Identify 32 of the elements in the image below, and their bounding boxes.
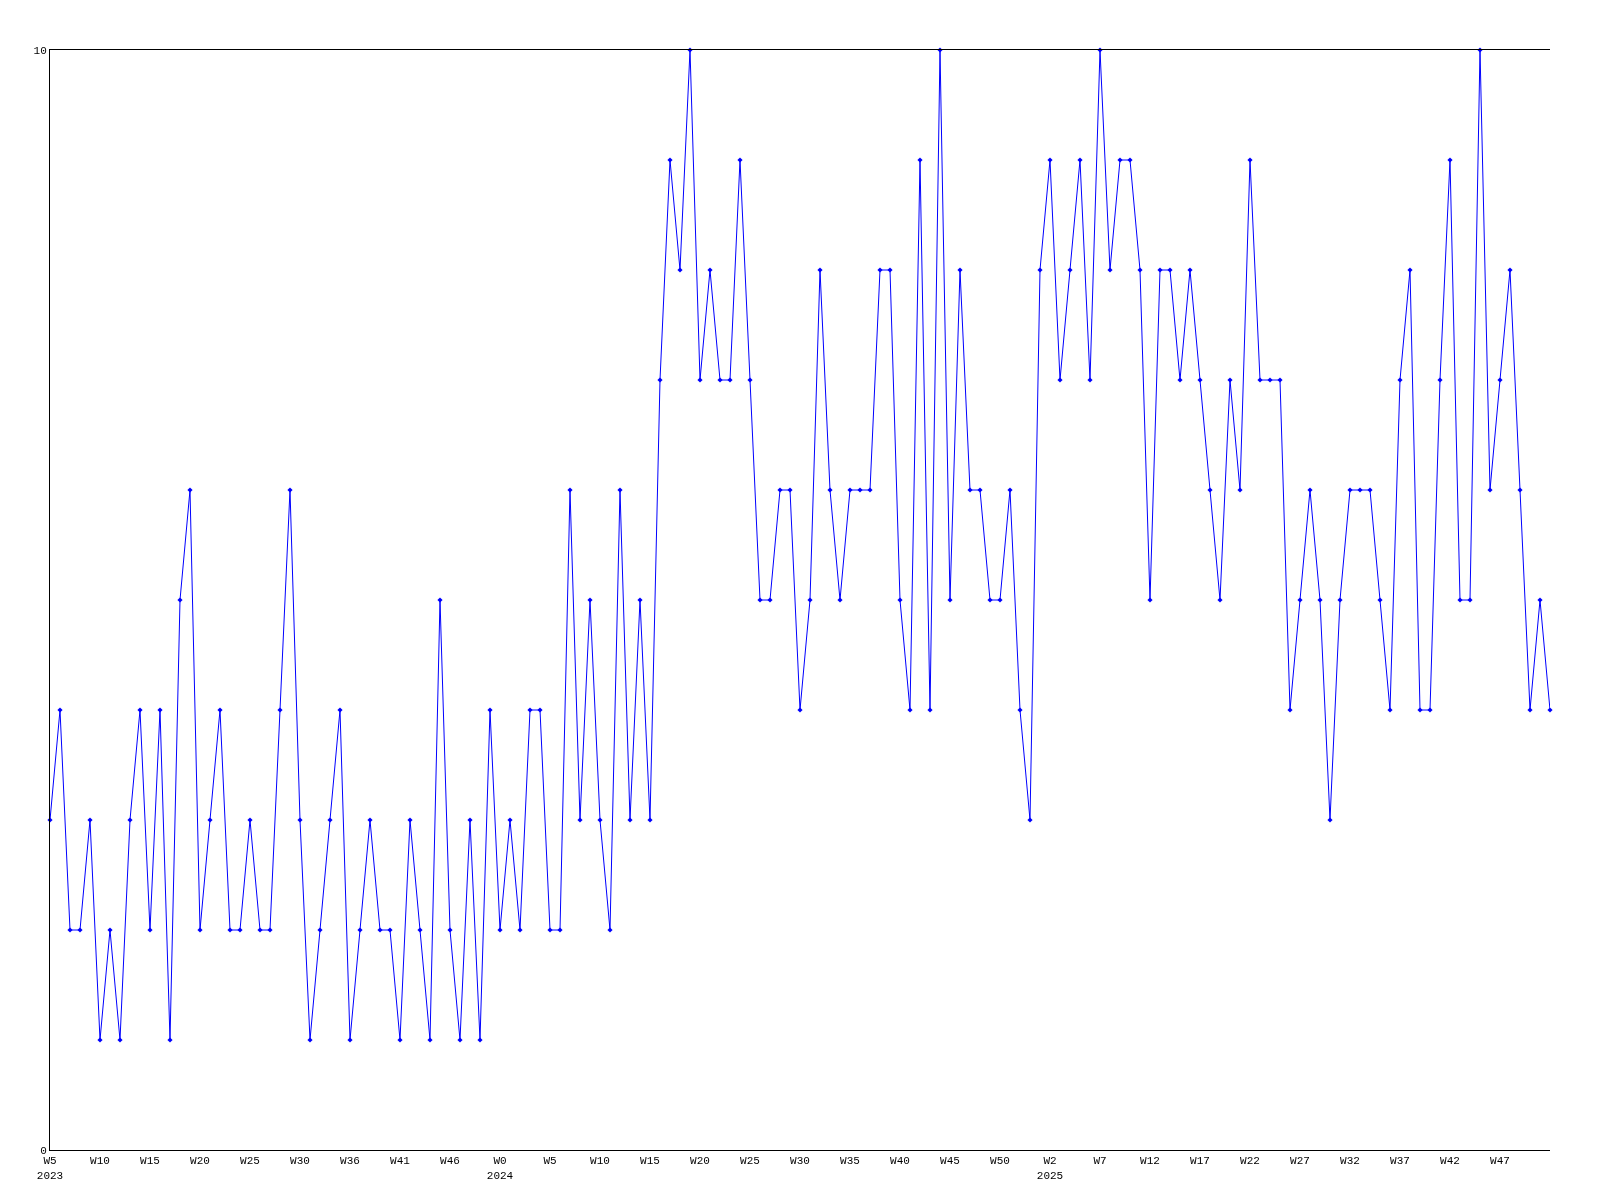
x-tick-label: W30 — [790, 1155, 810, 1168]
x-tick-label: W22 — [1240, 1155, 1260, 1168]
x-tick-label: W10 — [90, 1155, 110, 1168]
x-tick-label: W40 — [890, 1155, 910, 1168]
x-tick-label: W32 — [1340, 1155, 1360, 1168]
y-tick-label: 0 — [40, 1144, 47, 1157]
x-tick-label: W41 — [390, 1155, 411, 1168]
x-tick-label: W7 — [1093, 1155, 1107, 1168]
y-tick-label: 10 — [33, 44, 47, 57]
x-tick-label: W20 — [690, 1155, 710, 1168]
x-tick-label: W42 — [1440, 1155, 1460, 1168]
x-tick-label: W20 — [190, 1155, 210, 1168]
x-tick-label: W50 — [990, 1155, 1010, 1168]
x-tick-label: W0 2024 — [486, 1155, 514, 1182]
x-tick-label: W10 — [590, 1155, 610, 1168]
x-tick-label: W15 — [140, 1155, 160, 1168]
x-tick-label: W17 — [1190, 1155, 1210, 1168]
x-tick-label: W5 — [543, 1155, 557, 1168]
x-tick-label: W30 — [290, 1155, 310, 1168]
x-tick-label: W37 — [1390, 1155, 1410, 1168]
x-tick-label: W47 — [1490, 1155, 1510, 1168]
x-tick-label: W5 2023 — [36, 1155, 64, 1182]
x-tick-label: W25 — [240, 1155, 260, 1168]
x-tick-label: W45 — [940, 1155, 960, 1168]
x-tick-label: W15 — [640, 1155, 660, 1168]
x-tick-label: W12 — [1140, 1155, 1160, 1168]
x-tick-label: W25 — [740, 1155, 760, 1168]
x-tick-label: W2 2025 — [1036, 1155, 1064, 1182]
x-tick-label: W46 — [440, 1155, 460, 1168]
x-tick-label: W36 — [340, 1155, 360, 1168]
x-tick-label: W27 — [1290, 1155, 1310, 1168]
x-tick-label: W35 — [840, 1155, 860, 1168]
